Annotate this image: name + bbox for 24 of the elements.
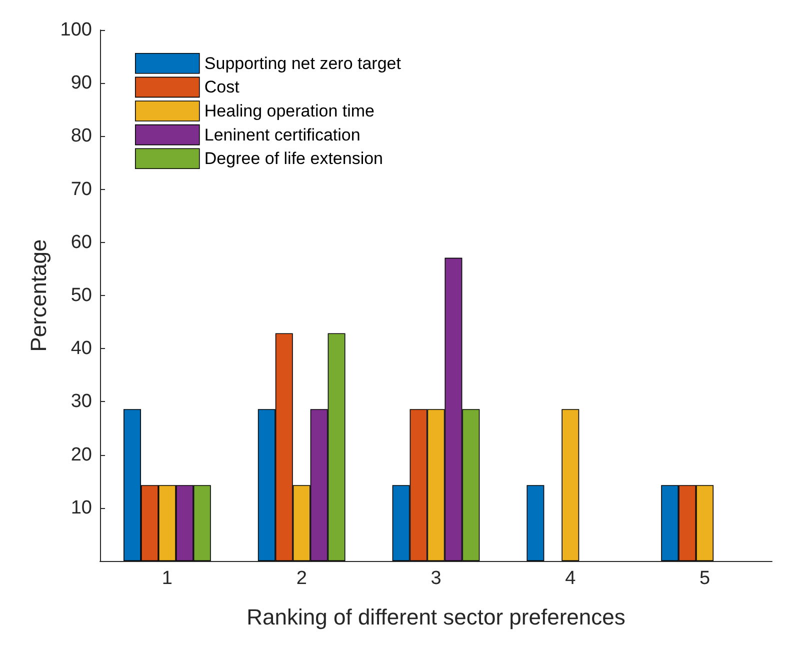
y-tick-label: 20 bbox=[70, 444, 92, 466]
bar bbox=[526, 485, 544, 561]
bar bbox=[562, 409, 580, 561]
x-tick-label: 3 bbox=[430, 568, 442, 589]
legend-label: Degree of life extension bbox=[204, 149, 384, 168]
legend-label: Cost bbox=[204, 78, 240, 97]
y-axis-title: Percentage bbox=[26, 239, 51, 352]
y-tick-label: 50 bbox=[70, 285, 92, 306]
y-tick-label: 80 bbox=[70, 126, 92, 147]
legend-label: Leninent certification bbox=[204, 125, 360, 144]
x-tick-label: 2 bbox=[296, 568, 307, 589]
legend-label: Healing operation time bbox=[204, 102, 375, 120]
y-tick-label: 100 bbox=[60, 20, 92, 40]
x-tick-label: 4 bbox=[565, 568, 576, 589]
y-tick-label: 60 bbox=[70, 232, 92, 253]
y-tick-label: 40 bbox=[70, 338, 92, 360]
x-tick-label: 1 bbox=[162, 568, 172, 589]
y-tick-label: 30 bbox=[70, 391, 92, 412]
x-tick-label: 5 bbox=[700, 568, 710, 589]
y-tick-label: 10 bbox=[70, 497, 92, 518]
x-axis-title: Ranking of different sector preferences bbox=[246, 604, 626, 630]
y-tick-label: 90 bbox=[70, 72, 92, 94]
legend-label: Supporting net zero target bbox=[204, 54, 402, 73]
y-tick-label: 70 bbox=[70, 178, 92, 200]
